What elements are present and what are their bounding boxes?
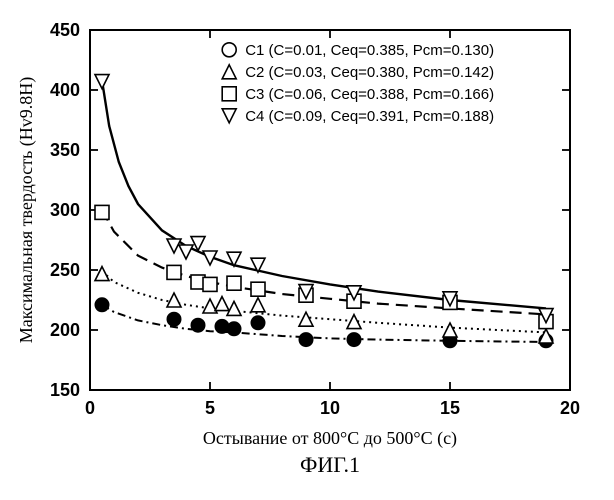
x-tick-label: 15 xyxy=(440,398,460,418)
y-tick-label: 350 xyxy=(50,140,80,160)
x-axis-label: Остывание от 800°C до 500°C (с) xyxy=(203,428,457,449)
x-tick-label: 20 xyxy=(560,398,580,418)
x-tick-label: 10 xyxy=(320,398,340,418)
x-tick-label: 0 xyxy=(85,398,95,418)
legend-item xyxy=(222,65,236,79)
fit-line-C3 xyxy=(102,210,546,314)
y-tick-label: 400 xyxy=(50,80,80,100)
y-axis-label: Максимальная твердость (Hv9.8H) xyxy=(16,77,37,344)
y-tick-label: 300 xyxy=(50,200,80,220)
x-tick-label: 5 xyxy=(205,398,215,418)
legend-item xyxy=(222,87,236,101)
y-tick-label: 250 xyxy=(50,260,80,280)
legend-label: C4 (C=0.09, Ceq=0.391, Pcm=0.188) xyxy=(245,108,494,125)
legend-label: C3 (C=0.06, Ceq=0.388, Pcm=0.166) xyxy=(245,86,494,103)
chart-container: { "chart": { "type": "scatter-line", "wi… xyxy=(0,0,614,500)
plot-frame xyxy=(90,30,570,390)
chart-svg: 0 5 10 15 20 150 200 250 300 350 400 450 Остывание о… xyxy=(0,0,614,500)
legend-label: C1 (C=0.01, Ceq=0.385, Pcm=0.130) xyxy=(245,42,494,59)
series-C3 xyxy=(95,205,553,328)
legend-item xyxy=(222,43,236,57)
y-tick-label: 150 xyxy=(50,380,80,400)
y-tick-label: 450 xyxy=(50,20,80,40)
y-tick-label: 200 xyxy=(50,320,80,340)
legend xyxy=(222,43,236,123)
series-C1 xyxy=(95,298,553,348)
legend-item xyxy=(222,109,236,123)
figure-caption: ФИГ.1 xyxy=(300,452,360,477)
series-C2 xyxy=(95,267,553,343)
legend-label: C2 (C=0.03, Ceq=0.380, Pcm=0.142) xyxy=(245,64,494,81)
